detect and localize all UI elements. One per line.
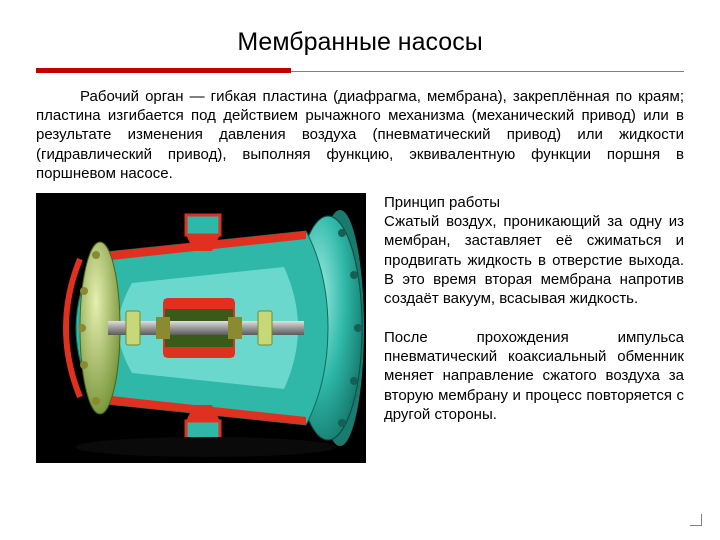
right-text-column: Принцип работы Сжатый воздух, проникающи… (384, 193, 684, 444)
intro-paragraph: Рабочий орган — гибкая пластина (диафраг… (36, 87, 684, 183)
impulse-paragraph: После прохождения импульса пневматически… (384, 328, 684, 424)
principle-text: Сжатый воздух, проникающий за одну из ме… (384, 213, 684, 307)
title-rule (36, 67, 684, 75)
rule-red-bar (36, 68, 291, 73)
corner-decoration-icon (690, 514, 702, 526)
impulse-text: После прохождения импульса пневматически… (384, 329, 684, 423)
principle-heading: Принцип работы (384, 194, 500, 211)
intro-text: Рабочий орган — гибкая пластина (диафраг… (36, 88, 684, 182)
pump-cutaway-figure (36, 193, 366, 463)
page-title: Мембранные насосы (36, 28, 684, 57)
principle-paragraph: Принцип работы Сжатый воздух, проникающи… (384, 193, 684, 308)
